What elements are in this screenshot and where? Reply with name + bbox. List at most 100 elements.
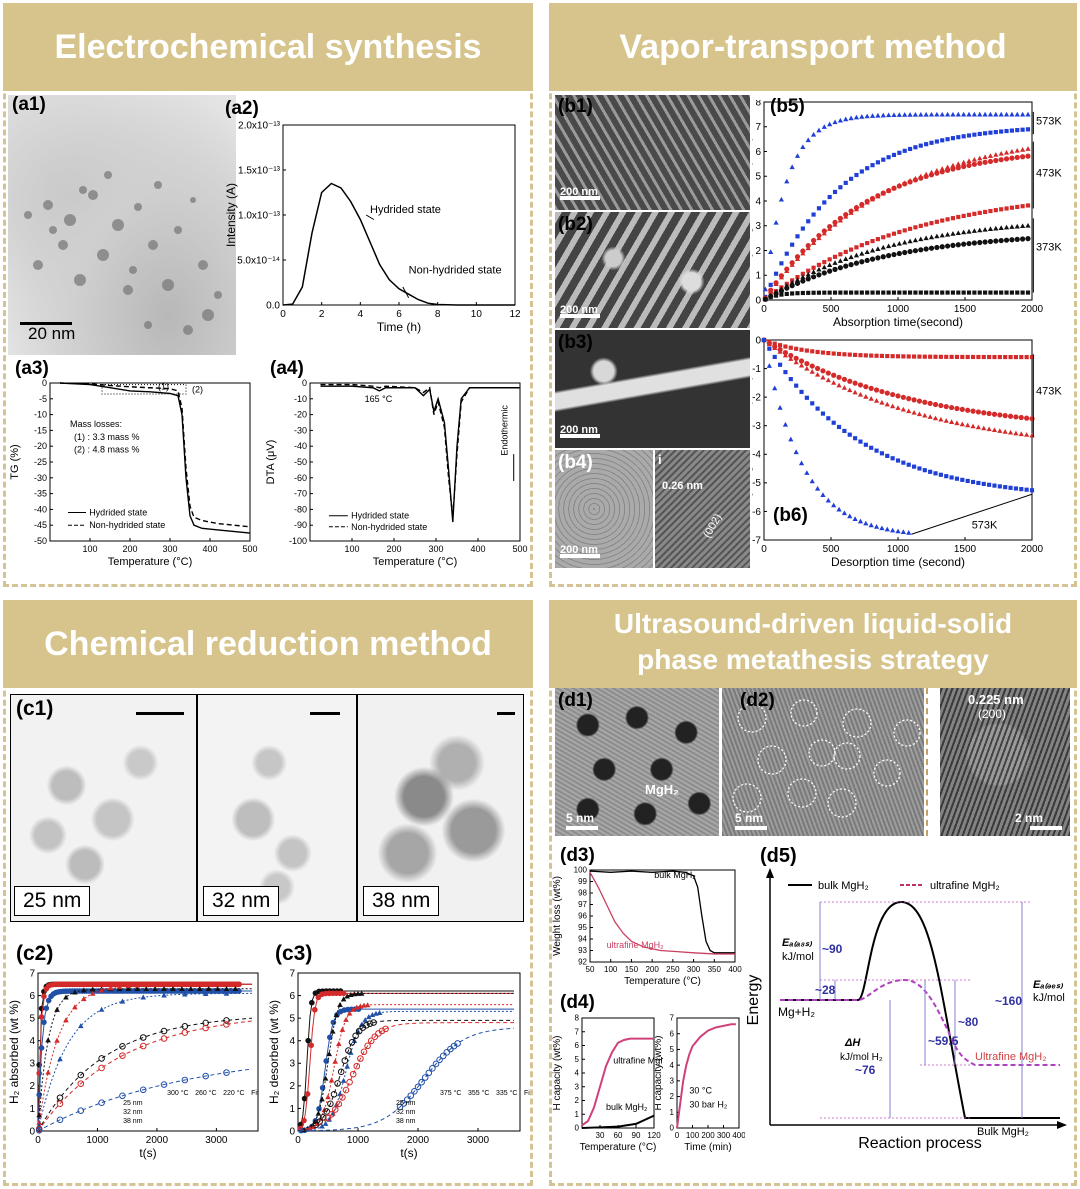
data-point bbox=[793, 355, 799, 361]
data-point bbox=[772, 354, 777, 360]
size-label-25nm: 25 nm bbox=[14, 886, 91, 916]
value-160: ~160 bbox=[995, 994, 1022, 1008]
data-point bbox=[961, 290, 966, 295]
data-point bbox=[778, 196, 785, 202]
data-point bbox=[335, 1100, 343, 1108]
y-tick-label: 0 bbox=[670, 1124, 675, 1133]
data-point bbox=[873, 524, 880, 529]
series-label-ultrafine: ultrafine MgH₂ bbox=[607, 940, 665, 950]
data-point bbox=[439, 1052, 447, 1060]
data-point bbox=[143, 982, 150, 988]
data-point bbox=[1003, 149, 1010, 155]
chart-d3: 50 100 150 200 250 300 350 400 92 93 94 95 96 97 98 99 1… bbox=[552, 866, 742, 987]
tem-image-d1 bbox=[555, 688, 719, 836]
data-point bbox=[853, 260, 860, 266]
data-point bbox=[360, 1048, 368, 1056]
data-point bbox=[975, 409, 981, 415]
data-point bbox=[831, 351, 836, 356]
data-point bbox=[954, 420, 960, 426]
data-point bbox=[1003, 485, 1008, 490]
data-point bbox=[852, 380, 858, 386]
label-c1: (c1) bbox=[16, 697, 54, 720]
annotation-165C: 165 °C bbox=[365, 394, 393, 404]
data-point bbox=[956, 214, 961, 220]
data-point bbox=[324, 1114, 332, 1122]
data-point bbox=[961, 229, 967, 235]
data-point bbox=[938, 472, 943, 477]
data-point bbox=[788, 356, 794, 361]
label-a4: (a4) bbox=[270, 358, 304, 379]
x-axis-label: Reaction process bbox=[858, 1135, 982, 1152]
tem-image-d2 bbox=[722, 688, 924, 836]
data-point bbox=[337, 1001, 343, 1008]
data-point bbox=[330, 1028, 336, 1034]
data-point bbox=[832, 254, 838, 259]
data-point bbox=[912, 464, 917, 469]
x-tick-label: 90 bbox=[632, 1131, 641, 1140]
y-tick-label: 95 bbox=[578, 923, 587, 932]
data-point bbox=[891, 185, 897, 191]
data-point bbox=[820, 368, 826, 374]
data-point bbox=[1009, 148, 1015, 154]
data-point bbox=[789, 260, 795, 266]
data-point bbox=[804, 395, 809, 400]
legend-row: 38 nm bbox=[123, 1118, 143, 1125]
data-point bbox=[841, 510, 847, 516]
data-point bbox=[773, 293, 779, 298]
data-point bbox=[161, 981, 167, 987]
data-point bbox=[421, 1074, 429, 1081]
data-point bbox=[1013, 414, 1019, 420]
data-point bbox=[961, 159, 967, 165]
data-point bbox=[972, 211, 977, 216]
data-point bbox=[308, 1042, 314, 1049]
data-point bbox=[810, 237, 817, 244]
data-point bbox=[811, 212, 816, 217]
data-point bbox=[799, 347, 804, 352]
data-point bbox=[80, 987, 87, 993]
label-d1: (d1) bbox=[558, 690, 593, 711]
annotation-non-hydrided: Non-hydrided state bbox=[409, 265, 502, 277]
data-point bbox=[366, 1020, 374, 1027]
data-point bbox=[895, 393, 901, 399]
data-point bbox=[896, 112, 902, 117]
data-point bbox=[987, 153, 994, 158]
y-tick-label: 94 bbox=[578, 935, 587, 944]
data-point bbox=[836, 424, 842, 430]
data-point bbox=[1025, 290, 1031, 295]
data-point bbox=[160, 1027, 168, 1035]
data-point bbox=[414, 1083, 422, 1091]
data-point bbox=[107, 985, 114, 991]
data-point bbox=[396, 1103, 404, 1111]
data-point bbox=[1025, 111, 1031, 117]
value-90: ~90 bbox=[822, 942, 843, 956]
data-point bbox=[1024, 487, 1029, 492]
data-point bbox=[322, 1120, 329, 1126]
data-point bbox=[793, 359, 799, 365]
legend-ultrafine: ultrafine MgH₂ bbox=[930, 880, 1000, 892]
data-point bbox=[918, 236, 924, 242]
data-point bbox=[236, 988, 242, 994]
data-point bbox=[891, 112, 897, 118]
data-point bbox=[999, 290, 1004, 295]
data-point bbox=[886, 243, 892, 249]
data-point bbox=[778, 343, 783, 348]
plane-d2: (200) bbox=[978, 707, 1007, 721]
data-point bbox=[1009, 155, 1015, 161]
x-tick-label: 400 bbox=[202, 544, 217, 554]
data-point bbox=[943, 403, 949, 410]
data-point bbox=[54, 1006, 60, 1012]
data-point bbox=[784, 251, 789, 256]
y-tick-label: 2 bbox=[755, 246, 761, 257]
data-point bbox=[355, 990, 361, 996]
series-label-bulk: bulk MgH₂ bbox=[606, 1102, 648, 1112]
data-point bbox=[223, 1017, 230, 1024]
data-point bbox=[945, 290, 950, 295]
mass-loss-title: Mass losses: bbox=[70, 419, 122, 429]
fit-curve bbox=[37, 1020, 253, 1132]
data-point bbox=[934, 111, 940, 117]
data-point bbox=[895, 354, 901, 359]
data-point bbox=[41, 1019, 47, 1026]
data-point bbox=[800, 248, 806, 254]
y-tick-label: 3 bbox=[29, 1059, 35, 1070]
data-point bbox=[778, 288, 785, 294]
